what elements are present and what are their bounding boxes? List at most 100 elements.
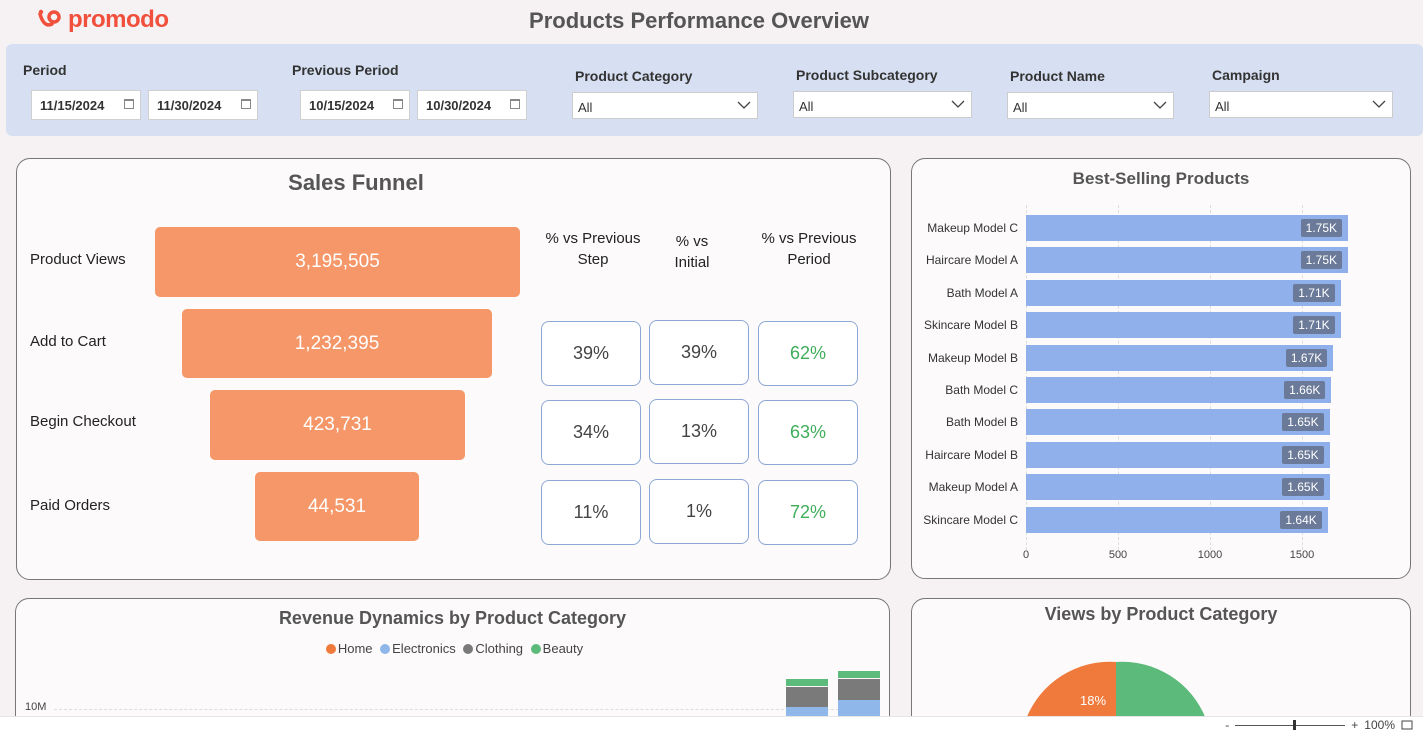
bar-segment-beauty	[786, 679, 828, 686]
bar-category-label: Bath Model B	[945, 415, 1018, 430]
bar-value-label: 1.65K	[1282, 445, 1324, 464]
x-tick-label: 1500	[1289, 549, 1315, 561]
bar[interactable]: 1.65K	[1026, 409, 1330, 436]
revenue-dynamics-title: Revenue Dynamics by Product Category	[278, 608, 627, 628]
calendar-icon	[124, 99, 134, 109]
chevron-down-icon	[1372, 100, 1386, 108]
legend-beauty[interactable]: Beauty	[542, 641, 584, 656]
views-by-category-card: Views by Product Category 18%	[911, 598, 1411, 732]
funnel-bar-paid-orders: 44,531	[255, 472, 419, 541]
bar[interactable]: 1.65K	[1026, 441, 1330, 468]
pie-slice-home[interactable]	[1026, 661, 1116, 719]
bar-category-label: Bath Model C	[945, 383, 1018, 397]
zoom-in-button[interactable]: +	[1351, 718, 1359, 732]
bar-value-label: 1.75K	[1300, 251, 1342, 270]
zoom-out-button[interactable]: -	[1225, 718, 1230, 732]
bar[interactable]: 1.66K	[1026, 377, 1332, 403]
legend-dot-beauty	[530, 644, 541, 654]
calendar-icon	[393, 99, 403, 109]
campaign-dropdown[interactable]: All	[1209, 91, 1393, 118]
bar[interactable]: 1.64K	[1026, 506, 1328, 533]
bar-segment-clothing	[786, 687, 828, 707]
chevron-down-icon	[951, 100, 965, 108]
revenue-legend: Home Electronics Clothing Beauty	[16, 641, 889, 656]
views-by-category-title: Views by Product Category	[1044, 604, 1278, 624]
prev-period-end-date[interactable]: 10/30/2024	[417, 90, 527, 120]
bar-value-label: 1.65K	[1282, 413, 1324, 432]
funnel-step-label: Product Views	[30, 251, 126, 268]
bar-category-label: Haircare Model A	[925, 253, 1018, 268]
bar-category-label: Makeup Model A	[928, 480, 1018, 495]
funnel-bar-begin-checkout: 423,731	[210, 390, 465, 460]
zoom-control: - + 100%	[1225, 717, 1413, 732]
bar-value-label: 1.71K	[1293, 283, 1335, 302]
bar-category-label: Bath Model A	[946, 285, 1018, 300]
y-tick-label: 10M	[25, 701, 47, 713]
legend-dot-electronics	[380, 644, 391, 654]
stacked-bar[interactable]	[838, 671, 880, 719]
bar[interactable]: 1.67K	[1026, 344, 1334, 371]
legend-home[interactable]: Home	[337, 641, 373, 656]
col-head-initial: % vs Initial	[674, 233, 710, 271]
category-label: Product Category	[575, 68, 693, 84]
best-selling-title: Best-Selling Products	[1072, 169, 1250, 188]
bar-value-label: 1.66K	[1284, 381, 1326, 399]
zoom-level: 100%	[1364, 718, 1395, 732]
bar[interactable]: 1.71K	[1026, 312, 1341, 339]
bar-value-label: 1.71K	[1293, 316, 1335, 335]
sales-funnel-title: Sales Funnel	[288, 170, 424, 195]
funnel-step-label: Begin Checkout	[30, 413, 136, 430]
subcategory-dropdown[interactable]: All	[793, 91, 972, 118]
prev-period-label: Previous Period	[292, 62, 399, 78]
calendar-icon	[241, 99, 251, 109]
bar-category-label: Haircare Model B	[925, 447, 1018, 462]
bar-category-label: Makeup Model B	[927, 350, 1018, 365]
bar-segment-clothing	[838, 679, 880, 700]
zoom-slider[interactable]	[1235, 719, 1346, 730]
col-head-prev-period: % vs Previous Period	[761, 230, 857, 268]
bar[interactable]: 1.75K	[1026, 215, 1348, 241]
legend-clothing[interactable]: Clothing	[475, 641, 524, 656]
legend-electronics[interactable]: Electronics	[392, 641, 456, 656]
funnel-step-label: Paid Orders	[30, 497, 111, 514]
promodo-logo-icon	[38, 9, 61, 27]
bar-value-label: 1.64K	[1280, 510, 1322, 529]
bar-value-label: 1.75K	[1300, 219, 1342, 237]
pie-slice-beauty[interactable]	[1116, 661, 1206, 719]
product-name-dropdown[interactable]: All	[1007, 92, 1174, 119]
logo: promodo	[36, 6, 169, 34]
metric-initial: 13%	[649, 399, 749, 464]
period-label: Period	[23, 62, 67, 78]
filter-bar: Period 11/15/2024 11/30/2024 Previous Pe…	[6, 44, 1423, 136]
category-dropdown[interactable]: All	[572, 92, 758, 119]
metric-prev-step: 11%	[541, 480, 641, 545]
fit-to-page-icon[interactable]	[1401, 720, 1413, 730]
bar[interactable]: 1.65K	[1026, 474, 1330, 501]
period-start-date[interactable]: 11/15/2024	[31, 90, 141, 120]
chevron-down-icon	[1153, 101, 1167, 109]
metric-prev-step: 39%	[541, 321, 641, 386]
x-tick-label: 0	[1022, 549, 1030, 561]
gridline	[54, 709, 874, 710]
sales-funnel-card: Sales Funnel Product Views 3,195,505 Add…	[16, 158, 891, 580]
logo-text: promodo	[68, 6, 169, 33]
x-tick-label: 500	[1108, 549, 1128, 561]
bar[interactable]: 1.71K	[1026, 279, 1341, 306]
funnel-step-label: Add to Cart	[30, 333, 106, 350]
prev-period-start-date[interactable]: 10/15/2024	[300, 90, 410, 120]
campaign-label: Campaign	[1212, 67, 1280, 83]
bar-category-label: Makeup Model C	[927, 221, 1018, 235]
metric-initial: 39%	[649, 320, 749, 385]
bar[interactable]: 1.75K	[1026, 247, 1348, 274]
bar-value-label: 1.67K	[1285, 348, 1328, 367]
status-bar: - + 100%	[0, 716, 1423, 732]
zoom-slider-thumb[interactable]	[1293, 719, 1297, 730]
bar-value-label: 1.65K	[1282, 478, 1324, 497]
period-end-date[interactable]: 11/30/2024	[148, 90, 258, 120]
metric-initial: 1%	[649, 479, 749, 544]
bar-category-label: Skincare Model C	[923, 512, 1018, 527]
stacked-bar[interactable]	[786, 679, 828, 719]
pie-slice-label: 18%	[1080, 693, 1106, 708]
revenue-dynamics-card: Revenue Dynamics by Product Category Hom…	[15, 598, 890, 732]
metric-prev-step: 34%	[541, 400, 641, 465]
